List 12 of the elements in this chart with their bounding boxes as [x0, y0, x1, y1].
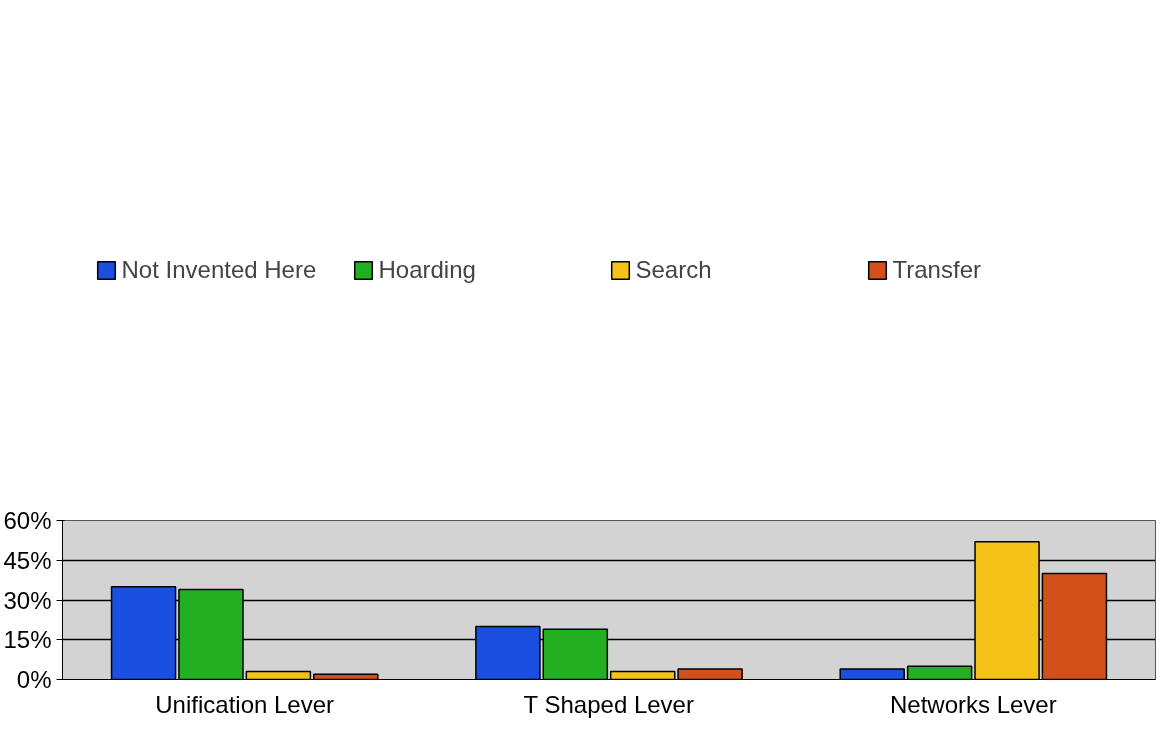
- y-tick-label: 15%: [3, 626, 52, 654]
- legend-label: Search: [635, 256, 713, 284]
- y-tick-label: 45%: [3, 546, 52, 574]
- y-tick-label: 0%: [16, 666, 52, 693]
- x-tick-label: Networks Lever: [889, 690, 1057, 718]
- legend-label: Hoarding: [378, 256, 477, 284]
- legend-label: Not Invented Here: [121, 256, 318, 284]
- y-tick-label: 30%: [3, 586, 52, 614]
- x-tick-label: T Shaped Lever: [523, 690, 694, 718]
- legend-label: Transfer: [892, 256, 982, 284]
- y-tick-label: 60%: [3, 507, 52, 534]
- x-tick-label: Unification Lever: [155, 690, 335, 718]
